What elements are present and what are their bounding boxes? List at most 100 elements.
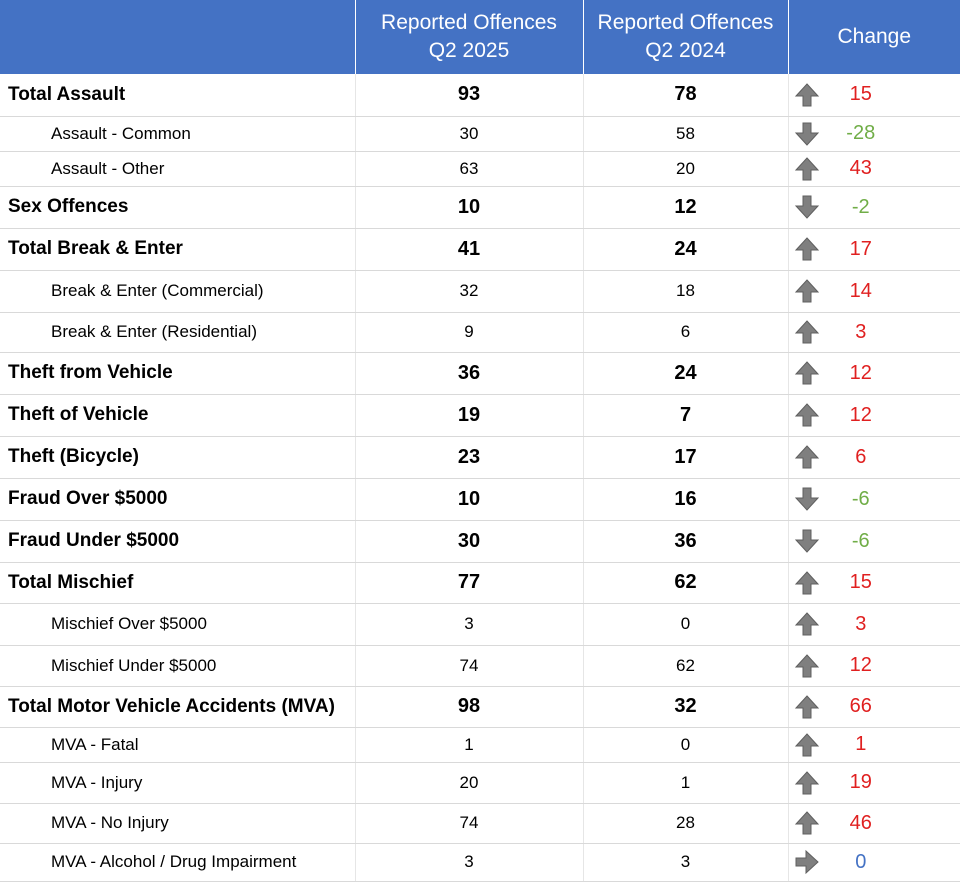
change-wrapper: 3 bbox=[789, 611, 960, 637]
change-value: 17 bbox=[820, 238, 960, 261]
q2-2025-value: 63 bbox=[355, 151, 583, 186]
change-value: 12 bbox=[820, 404, 960, 427]
q2-2025-value: 98 bbox=[355, 686, 583, 727]
change-wrapper: -28 bbox=[789, 121, 960, 147]
header-q2-2025-line2: Q2 2025 bbox=[356, 37, 583, 65]
header-q2-2024-line2: Q2 2024 bbox=[584, 37, 788, 65]
change-wrapper: 46 bbox=[789, 810, 960, 836]
change-wrapper: 12 bbox=[789, 402, 960, 428]
change-value: 15 bbox=[820, 83, 960, 106]
change-wrapper: 0 bbox=[789, 849, 960, 875]
change-cell: 14 bbox=[788, 270, 960, 312]
offence-label: Fraud Under $5000 bbox=[0, 520, 355, 562]
q2-2024-value: 1 bbox=[583, 762, 788, 803]
change-wrapper: 66 bbox=[789, 694, 960, 720]
arrow-up-icon bbox=[794, 156, 820, 182]
offence-label: MVA - Alcohol / Drug Impairment bbox=[0, 843, 355, 881]
header-q2-2025-line1: Reported Offences bbox=[356, 9, 583, 37]
change-cell: 1 bbox=[788, 727, 960, 762]
q2-2024-value: 0 bbox=[583, 603, 788, 645]
q2-2025-value: 9 bbox=[355, 312, 583, 352]
offence-label: Theft (Bicycle) bbox=[0, 436, 355, 478]
offence-label: Total Break & Enter bbox=[0, 228, 355, 270]
change-wrapper: 1 bbox=[789, 732, 960, 758]
q2-2024-value: 17 bbox=[583, 436, 788, 478]
header-q2-2025: Reported Offences Q2 2025 bbox=[355, 0, 583, 74]
arrow-down-icon bbox=[794, 528, 820, 554]
q2-2024-value: 24 bbox=[583, 352, 788, 394]
arrow-up-icon bbox=[794, 82, 820, 108]
arrow-up-icon bbox=[794, 278, 820, 304]
offence-label: Assault - Other bbox=[0, 151, 355, 186]
change-cell: 66 bbox=[788, 686, 960, 727]
change-cell: 15 bbox=[788, 562, 960, 603]
offence-label: Total Assault bbox=[0, 74, 355, 116]
change-wrapper: 12 bbox=[789, 360, 960, 386]
q2-2024-value: 78 bbox=[583, 74, 788, 116]
change-cell: 46 bbox=[788, 803, 960, 843]
change-value: 6 bbox=[820, 446, 960, 469]
change-value: 14 bbox=[820, 280, 960, 303]
header-q2-2024: Reported Offences Q2 2024 bbox=[583, 0, 788, 74]
q2-2024-value: 24 bbox=[583, 228, 788, 270]
q2-2025-value: 36 bbox=[355, 352, 583, 394]
arrow-up-icon bbox=[794, 402, 820, 428]
offence-label: Theft from Vehicle bbox=[0, 352, 355, 394]
change-value: 3 bbox=[820, 613, 960, 636]
offence-label: MVA - Injury bbox=[0, 762, 355, 803]
arrow-down-icon bbox=[794, 486, 820, 512]
q2-2025-value: 3 bbox=[355, 843, 583, 881]
change-cell: 6 bbox=[788, 436, 960, 478]
change-wrapper: -2 bbox=[789, 194, 960, 220]
change-value: 43 bbox=[820, 157, 960, 180]
q2-2024-value: 36 bbox=[583, 520, 788, 562]
arrow-up-icon bbox=[794, 611, 820, 637]
change-wrapper: 17 bbox=[789, 236, 960, 262]
q2-2024-value: 62 bbox=[583, 645, 788, 686]
arrow-up-icon bbox=[794, 810, 820, 836]
change-cell: -2 bbox=[788, 186, 960, 228]
change-value: 46 bbox=[820, 812, 960, 835]
change-wrapper: 3 bbox=[789, 319, 960, 345]
q2-2024-value: 12 bbox=[583, 186, 788, 228]
q2-2025-value: 77 bbox=[355, 562, 583, 603]
change-cell: -28 bbox=[788, 116, 960, 151]
change-cell: 19 bbox=[788, 762, 960, 803]
header-change: Change bbox=[788, 0, 960, 74]
offence-label: Theft of Vehicle bbox=[0, 394, 355, 436]
offence-label: Assault - Common bbox=[0, 116, 355, 151]
change-cell: 12 bbox=[788, 352, 960, 394]
arrow-up-icon bbox=[794, 732, 820, 758]
arrow-up-icon bbox=[794, 444, 820, 470]
change-wrapper: -6 bbox=[789, 486, 960, 512]
change-cell: 12 bbox=[788, 394, 960, 436]
change-cell: 12 bbox=[788, 645, 960, 686]
offence-label: Total Mischief bbox=[0, 562, 355, 603]
q2-2025-value: 10 bbox=[355, 186, 583, 228]
arrow-up-icon bbox=[794, 770, 820, 796]
arrow-down-icon bbox=[794, 121, 820, 147]
change-value: 3 bbox=[820, 321, 960, 344]
change-cell: 15 bbox=[788, 74, 960, 116]
change-wrapper: -6 bbox=[789, 528, 960, 554]
change-cell: -6 bbox=[788, 520, 960, 562]
q2-2024-value: 58 bbox=[583, 116, 788, 151]
change-value: 66 bbox=[820, 695, 960, 718]
offence-label: Total Motor Vehicle Accidents (MVA) bbox=[0, 686, 355, 727]
arrow-up-icon bbox=[794, 319, 820, 345]
q2-2024-value: 18 bbox=[583, 270, 788, 312]
offence-label: MVA - No Injury bbox=[0, 803, 355, 843]
q2-2024-value: 7 bbox=[583, 394, 788, 436]
q2-2025-value: 20 bbox=[355, 762, 583, 803]
